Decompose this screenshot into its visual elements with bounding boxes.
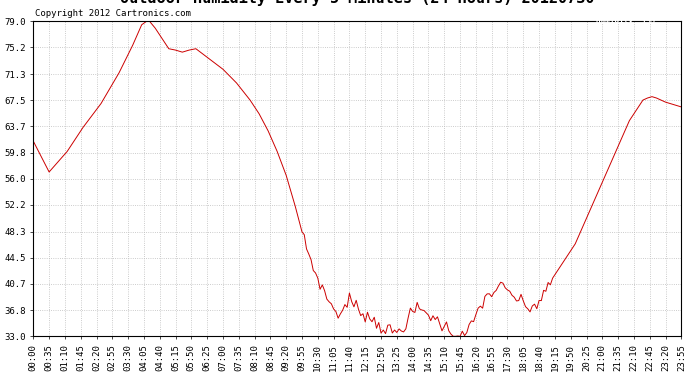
Title: Outdoor Humidity Every 5 Minutes (24 Hours) 20120730: Outdoor Humidity Every 5 Minutes (24 Hou… xyxy=(120,0,595,6)
Text: Copyright 2012 Cartronics.com: Copyright 2012 Cartronics.com xyxy=(34,9,190,18)
